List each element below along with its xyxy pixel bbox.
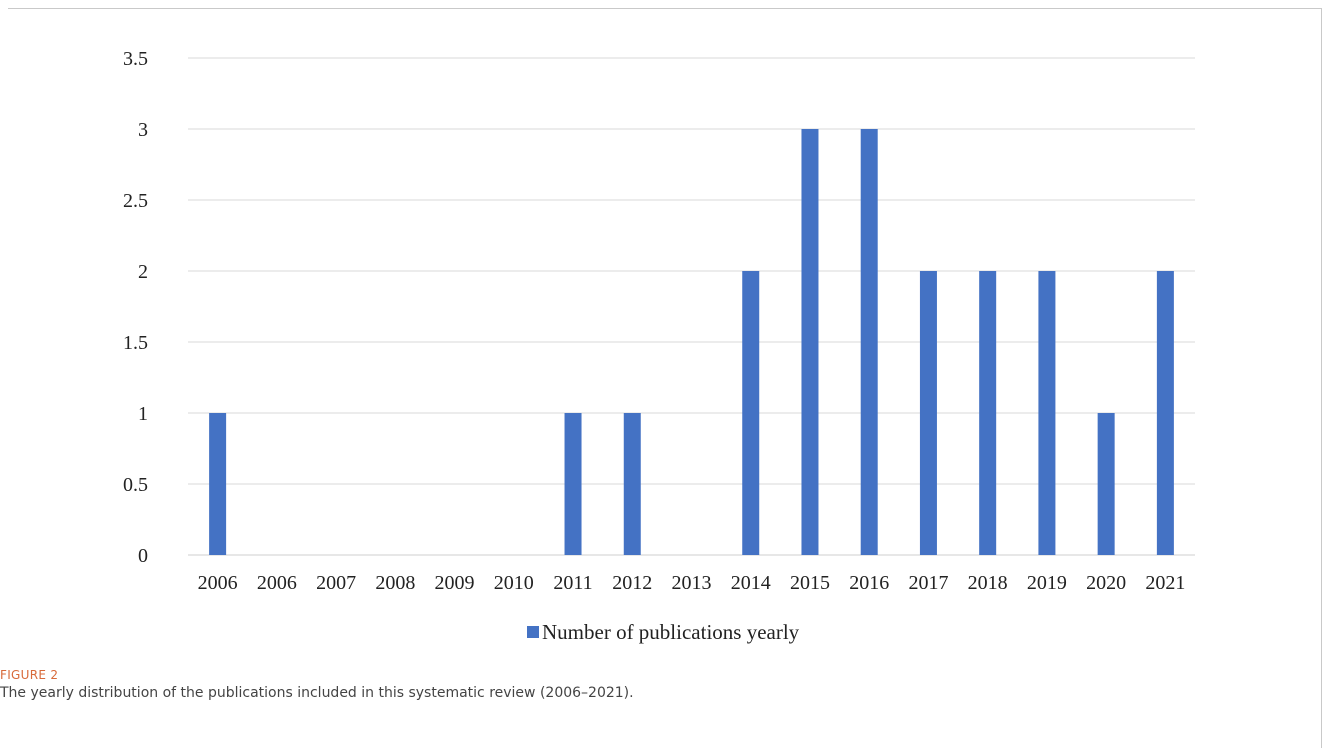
figure-label: FIGURE 2 (0, 668, 59, 682)
gridlines (188, 57, 1195, 556)
x-tick-label: 2014 (731, 572, 771, 594)
x-tick-label: 2020 (1086, 572, 1126, 594)
x-tick-label: 2006 (198, 572, 238, 594)
y-tick-label: 2.5 (123, 190, 148, 212)
x-tick-label: 2007 (316, 572, 356, 594)
x-tick-label: 2006 (257, 572, 297, 594)
x-axis-ticks: 2006 2006 2007 2008 2009 2010 2011 2012 2013 2014… (198, 572, 1186, 594)
x-tick-label: 2017 (908, 572, 948, 594)
bar (209, 413, 227, 555)
x-tick-label: 2009 (435, 572, 475, 594)
bar (742, 271, 760, 555)
bar-chart: 0 0.5 1 1.5 2 2.5 3 3.5 2006 2006 2007 2008 2009 201… (123, 48, 1195, 644)
y-tick-label: 3 (138, 119, 148, 141)
x-tick-label: 2011 (553, 572, 592, 594)
legend: Number of publications yearly (527, 620, 800, 644)
bar (919, 271, 937, 555)
x-tick-label: 2008 (375, 572, 415, 594)
figure-caption: The yearly distribution of the publicati… (0, 685, 634, 701)
bar (1097, 413, 1115, 555)
y-tick-label: 0 (138, 545, 148, 567)
y-tick-label: 3.5 (123, 48, 148, 70)
bars (209, 129, 1174, 555)
bar (860, 129, 878, 555)
x-tick-label: 2013 (672, 572, 712, 594)
y-tick-label: 2 (138, 261, 148, 283)
x-tick-label: 2016 (849, 572, 889, 594)
y-tick-label: 1 (138, 403, 148, 425)
x-tick-label: 2019 (1027, 572, 1067, 594)
figure-frame (8, 8, 1322, 748)
bar (623, 413, 641, 555)
legend-swatch (527, 626, 539, 638)
bar (979, 271, 997, 555)
bar (564, 413, 582, 555)
x-tick-label: 2010 (494, 572, 534, 594)
x-tick-label: 2015 (790, 572, 830, 594)
x-tick-label: 2012 (612, 572, 652, 594)
bar (1156, 271, 1174, 555)
legend-label: Number of publications yearly (542, 620, 800, 644)
bar (1038, 271, 1056, 555)
y-axis-ticks: 0 0.5 1 1.5 2 2.5 3 3.5 (123, 48, 148, 567)
y-tick-label: 0.5 (123, 474, 148, 496)
x-tick-label: 2021 (1145, 572, 1185, 594)
bar (801, 129, 819, 555)
x-tick-label: 2018 (968, 572, 1008, 594)
y-tick-label: 1.5 (123, 332, 148, 354)
